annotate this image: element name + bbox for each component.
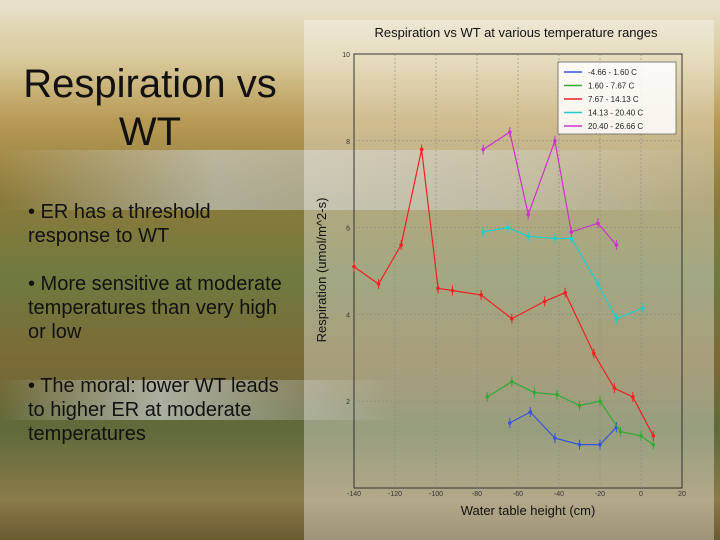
x-tick-label: -20 [595,491,605,498]
y-tick-label: 8 [346,139,350,146]
x-tick-label: -80 [472,491,482,498]
data-point [528,410,533,414]
data-point [526,212,531,217]
x-axis-label: Water table height (cm) [461,503,596,518]
data-point [419,147,424,152]
data-point [542,299,547,304]
x-tick-label: 0 [639,491,643,498]
data-point [596,282,600,286]
data-point [508,421,512,425]
data-point [618,429,623,434]
legend-label: -4.66 - 1.60 C [588,68,637,77]
data-point [631,395,635,399]
data-point [553,139,557,143]
data-point [612,386,617,390]
data-point [376,282,381,286]
y-tick-label: 4 [346,312,350,319]
data-point [436,286,440,291]
data-point [481,230,485,234]
data-point [592,351,596,356]
data-point [569,236,574,241]
data-point [614,316,619,321]
data-point [479,293,483,297]
data-point [510,316,514,321]
series-line [509,411,617,446]
data-point [555,392,559,397]
bullet-1: • ER has a threshold response to WT [28,201,211,247]
data-point [399,243,403,247]
x-tick-label: -60 [513,491,523,498]
legend-label: 20.40 - 26.66 C [588,122,643,131]
background-water-lower [0,380,400,420]
y-tick-label: 10 [342,52,350,59]
y-axis-label: Respiration (umol/m^2-s) [314,198,329,343]
data-point [481,147,485,152]
data-point [553,236,557,241]
data-point [598,442,602,447]
x-tick-label: -120 [388,491,402,498]
legend-label: 14.13 - 20.40 C [588,109,643,118]
slide-title: Respiration vs WT [23,62,277,154]
x-tick-label: -140 [347,491,361,498]
data-point [614,243,619,247]
x-tick-label: 20 [678,491,686,498]
y-tick-label: 6 [346,226,350,233]
x-tick-label: -40 [554,491,564,498]
data-point [651,434,656,438]
data-point [485,395,490,399]
data-point [639,434,643,438]
data-point [598,399,602,404]
data-point [651,442,656,447]
data-point [526,234,531,239]
data-point [508,130,512,134]
data-point [577,442,582,447]
data-point [641,306,645,310]
legend-label: 7.67 - 14.13 C [588,95,639,104]
series-line [482,226,644,320]
legend-box [557,61,677,135]
y-tick-label: 2 [346,399,350,406]
series-line [353,149,654,437]
data-point [505,225,510,230]
data-point [553,436,557,440]
data-point [510,379,514,384]
legend-label: 1.60 - 7.67 C [588,82,634,91]
data-point [563,290,567,295]
data-point [577,403,582,408]
x-tick-label: -100 [429,491,443,498]
data-point [569,230,574,234]
chart-title: Respiration vs WT at various temperature… [375,25,658,40]
bullet-3: • The moral: lower WT leads to higher ER… [28,375,279,445]
data-point [596,221,600,226]
data-point [450,288,455,293]
data-point [352,264,356,269]
bullet-2: • More sensitive at moderate temperature… [28,273,282,343]
data-point [532,390,537,395]
